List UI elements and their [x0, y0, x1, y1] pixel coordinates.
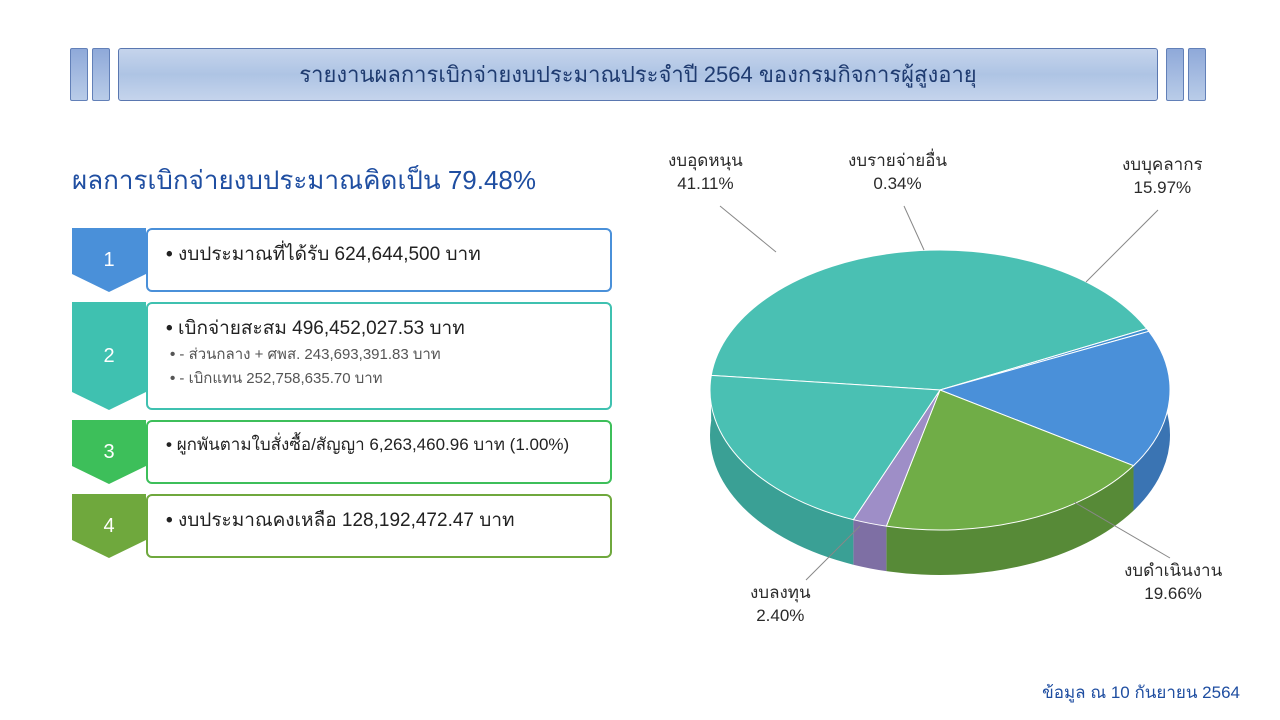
budget-item-row: 2 เบิกจ่ายสะสม 496,452,027.53 บาท- ส่วนก… [72, 302, 612, 410]
chevron-badge: 2 [72, 302, 146, 410]
chevron-number: 4 [103, 515, 114, 538]
subtitle: ผลการเบิกจ่ายงบประมาณคิดเป็น 79.48% [72, 160, 536, 201]
decor-left [70, 48, 110, 101]
budget-item-box: งบประมาณที่ได้รับ 624,644,500 บาท [146, 228, 612, 292]
pie-label-title: งบรายจ่ายอื่น [848, 150, 947, 173]
budget-item-line: งบประมาณที่ได้รับ 624,644,500 บาท [166, 240, 592, 269]
chevron-number: 2 [103, 345, 114, 368]
budget-item-box: เบิกจ่ายสะสม 496,452,027.53 บาท- ส่วนกลา… [146, 302, 612, 410]
budget-item-box: งบประมาณคงเหลือ 128,192,472.47 บาท [146, 494, 612, 558]
pie-label: งบอุดหนุน41.11% [668, 150, 743, 196]
leader-line [1086, 210, 1158, 282]
pie-label: งบรายจ่ายอื่น0.34% [848, 150, 947, 196]
budget-item-line: เบิกจ่ายสะสม 496,452,027.53 บาท [166, 314, 592, 343]
pie-label: งบบุคลากร15.97% [1122, 154, 1203, 200]
budget-item-box: ผูกพันตามใบสั่งซื้อ/สัญญา 6,263,460.96 บ… [146, 420, 612, 484]
leader-line [720, 206, 776, 252]
pie-label-value: 41.11% [668, 173, 743, 196]
chevron-number: 3 [103, 441, 114, 464]
budget-item-list: 1 งบประมาณที่ได้รับ 624,644,500 บาท 2 เบ… [72, 228, 612, 568]
pie-label: งบลงทุน2.40% [750, 582, 811, 628]
pie-label-title: งบดำเนินงาน [1124, 560, 1222, 583]
pie-label-value: 15.97% [1122, 177, 1203, 200]
budget-item-row: 1 งบประมาณที่ได้รับ 624,644,500 บาท [72, 228, 612, 292]
leader-line [904, 206, 924, 250]
pie-label-title: งบอุดหนุน [668, 150, 743, 173]
header-bar: รายงานผลการเบิกจ่ายงบประมาณประจำปี 2564 … [70, 48, 1206, 101]
chevron-badge: 1 [72, 228, 146, 292]
budget-item-line: งบประมาณคงเหลือ 128,192,472.47 บาท [166, 506, 592, 535]
budget-item-row: 3 ผูกพันตามใบสั่งซื้อ/สัญญา 6,263,460.96… [72, 420, 612, 484]
chevron-number: 1 [103, 249, 114, 272]
budget-item-row: 4 งบประมาณคงเหลือ 128,192,472.47 บาท [72, 494, 612, 558]
budget-item-line: ผูกพันตามใบสั่งซื้อ/สัญญา 6,263,460.96 บ… [166, 432, 592, 458]
chevron-badge: 4 [72, 494, 146, 558]
budget-item-line: - เบิกแทน 252,758,635.70 บาท [166, 367, 592, 390]
budget-item-line: - ส่วนกลาง + ศพส. 243,693,391.83 บาท [166, 343, 592, 366]
pie-label-title: งบลงทุน [750, 582, 811, 605]
pie-label-value: 2.40% [750, 605, 811, 628]
chevron-badge: 3 [72, 420, 146, 484]
pie-chart: งบอุดหนุน41.11% งบรายจ่ายอื่น0.34% งบบุคลา… [630, 130, 1250, 670]
page-title: รายงานผลการเบิกจ่ายงบประมาณประจำปี 2564 … [118, 48, 1158, 101]
pie-label-value: 19.66% [1124, 583, 1222, 606]
pie-label-value: 0.34% [848, 173, 947, 196]
footer-date: ข้อมูล ณ 10 กันยายน 2564 [1042, 679, 1240, 706]
decor-right [1166, 48, 1206, 101]
pie-label: งบดำเนินงาน19.66% [1124, 560, 1222, 606]
pie-label-title: งบบุคลากร [1122, 154, 1203, 177]
